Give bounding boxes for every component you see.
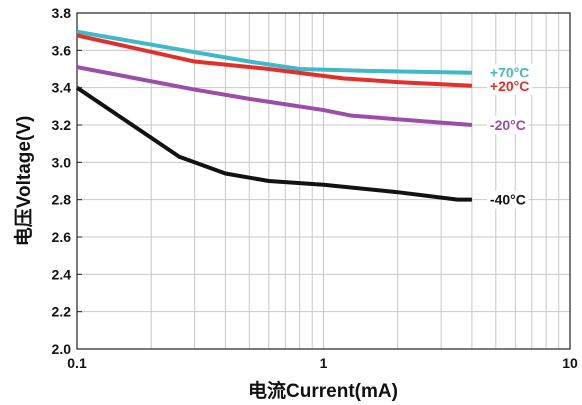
y-axis-title: 电压Voltage(V) — [12, 116, 35, 247]
y-tick-label: 3.8 — [52, 5, 72, 21]
legend-label-1: +20°C — [490, 78, 529, 94]
legend-label-0: +70°C — [490, 65, 529, 81]
series-line-0 — [76, 29, 472, 75]
x-tick-label: 1 — [320, 355, 328, 371]
y-tick-label: 3.6 — [52, 42, 72, 58]
legend-label-2: -20°C — [490, 117, 526, 133]
legend-label-background — [486, 76, 533, 95]
x-tick-label: 0.1 — [67, 355, 87, 371]
legend-label-3: -40°C — [490, 192, 526, 208]
tick-labels: 2.0 2.2 2.4 2.6 2.8 3.0 3.2 3.4 3.6 3.8 0.1 1 10 — [52, 5, 578, 371]
legend-label-background — [486, 116, 529, 134]
x-axis-title: 电流Current(mA) — [248, 379, 398, 402]
y-tick-label: 3.4 — [52, 80, 72, 96]
y-tick-label: 2.0 — [52, 341, 72, 357]
y-tick-label: 2.4 — [52, 266, 72, 282]
legend: +70°C+20°C -20°C -40°C — [486, 63, 533, 209]
x-tick-label: 10 — [562, 355, 578, 371]
y-tick-label: 2.2 — [52, 304, 72, 320]
legend-label-background — [486, 190, 529, 209]
y-tick-label: 2.6 — [52, 229, 72, 245]
series-line-2 — [76, 65, 473, 127]
series-line-3 — [75, 86, 472, 202]
series-lines — [75, 29, 473, 202]
y-tick-label: 3.0 — [52, 154, 72, 170]
series-line-1 — [76, 33, 473, 88]
plot-frame — [76, 12, 571, 350]
y-tick-label: 2.8 — [52, 192, 72, 208]
y-tick-label: 3.2 — [52, 117, 72, 133]
grid — [76, 12, 570, 350]
